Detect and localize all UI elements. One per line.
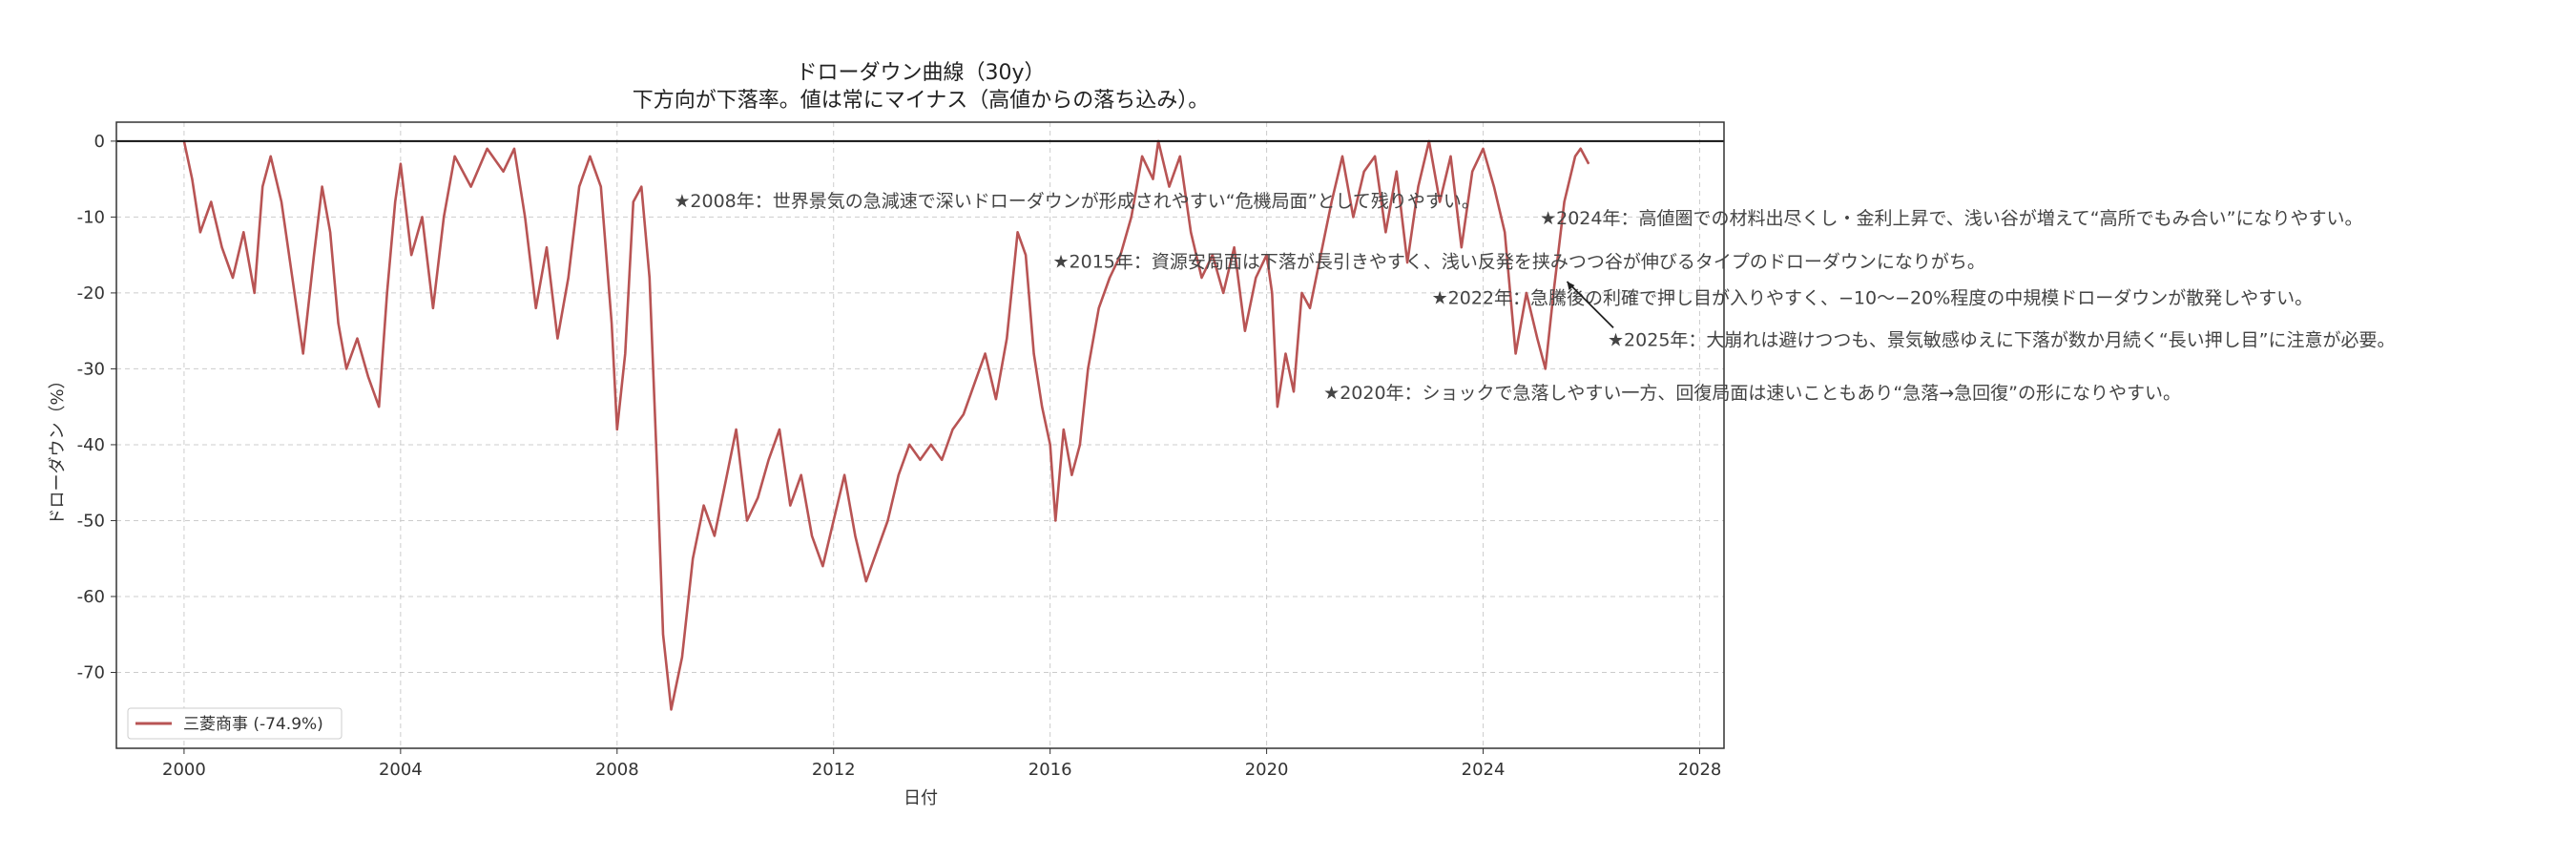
series-line: [182, 139, 1590, 711]
chart-subtitle: 下方向が下落率。値は常にマイナス（高値からの落ち込み）。: [633, 89, 1210, 113]
grid-lines: [116, 122, 1724, 748]
x-axis-label: 日付: [904, 788, 938, 808]
series-layer: [116, 139, 1724, 711]
y-tick-label: -60: [77, 587, 105, 607]
y-axis-label: ドローダウン（%）: [48, 371, 68, 525]
annotation-text: ★2015年：資源安局面は下落が長引きやすく、浅い反発を挟みつつ谷が伸びるタイプ…: [1052, 252, 1984, 273]
y-tick-label: -70: [77, 662, 105, 682]
x-tick-label: 2016: [1028, 760, 1072, 780]
legend: 三菱商事 (-74.9%): [127, 707, 343, 740]
x-tick-label: 2028: [1678, 760, 1722, 780]
annotation-text: ★2025年：大崩れは避けつつも、景気敏感ゆえに下落が数か月続く“長い押し目”に…: [1608, 329, 2396, 350]
annotation-layer: ★2008年：世界景気の急減速で深いドローダウンが形成されやすい“危機局面”とし…: [674, 191, 2395, 404]
plot-frame: [115, 121, 1725, 749]
y-tick-label: 0: [94, 132, 105, 152]
x-tick-label: 2008: [595, 760, 639, 780]
x-tick-label: 2004: [379, 760, 423, 780]
annotation-arrow: [1566, 281, 1614, 329]
x-tick-label: 2024: [1462, 760, 1506, 780]
axis-ticks: 2000 2004 2008 2012 2016 2020 2024 2028 0 -10 -20 -…: [77, 132, 1722, 780]
annotation-arrowhead: [1567, 281, 1575, 290]
annotation-text: ★2024年：高値圏での材料出尽くし・金利上昇で、浅い谷が増えて“高所でもみ合い…: [1540, 208, 2362, 229]
annotation-text: ★2020年：ショックで急落しやすい一方、回復局面は速いこともあり“急落→急回復…: [1323, 383, 2181, 404]
annotation-text: ★2008年：世界景気の急減速で深いドローダウンが形成されやすい“危機局面”とし…: [674, 191, 1480, 212]
x-tick-label: 2012: [812, 760, 856, 780]
y-tick-label: -10: [77, 207, 105, 227]
y-tick-label: -40: [77, 435, 105, 455]
y-tick-label: -30: [77, 359, 105, 379]
x-tick-label: 2000: [162, 760, 206, 780]
y-tick-label: -50: [77, 511, 105, 531]
x-tick-label: 2020: [1245, 760, 1289, 780]
annotation-text: ★2022年：急騰後の利確で押し目が入りやすく、−10〜−20%程度の中規模ドロ…: [1432, 288, 2313, 309]
y-tick-label: -20: [77, 283, 105, 304]
chart-title: ドローダウン曲線（30y）: [796, 61, 1045, 85]
legend-label: 三菱商事 (-74.9%): [183, 715, 323, 734]
legend-box: [127, 707, 343, 740]
